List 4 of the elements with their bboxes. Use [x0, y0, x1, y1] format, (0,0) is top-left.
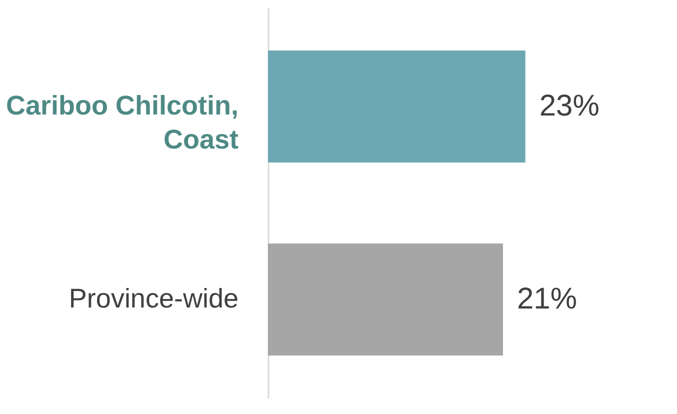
data-label: 23%: [539, 89, 600, 122]
data-label: 21%: [516, 282, 578, 316]
y-tick-label: Province-wide: [68, 284, 238, 314]
y-tick-label: Cariboo Chilcotin, Coast: [6, 90, 239, 154]
